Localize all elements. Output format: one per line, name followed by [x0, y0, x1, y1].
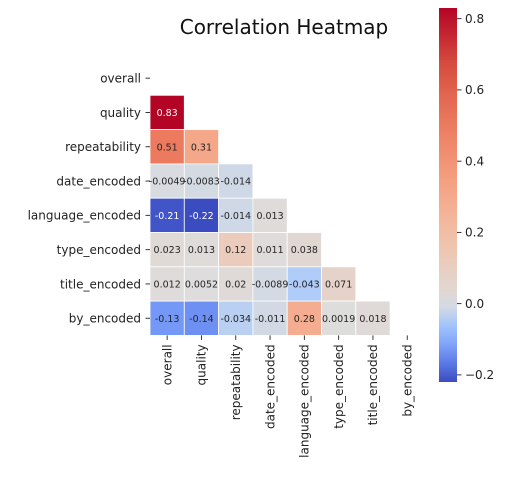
y-tick-label-type-encoded: type_encoded [57, 243, 141, 257]
colorbar-tick-label: 0.8 [465, 12, 484, 26]
heatmap-cell-title-encoded-type-encoded [321, 266, 357, 302]
cell-value-label: -0.21 [155, 211, 180, 222]
heatmap-cell-title-encoded-quality [183, 266, 220, 302]
heatmap-cell-by-encoded-overall [149, 300, 185, 336]
cell-value-label: 0.83 [157, 108, 178, 119]
heatmap-cell-labels: 0.830.51 0.31-0.0049-0.0083 -0.014-0.21 -0.… [149, 108, 387, 325]
heatmap-cell-language-encoded-quality [183, 197, 220, 233]
cell-value-label: 0.011 [256, 245, 283, 256]
x-tick-label-title-encoded: title_encoded [366, 344, 380, 425]
cell-value-label: 0.013 [188, 245, 215, 256]
y-tick-label-quality: quality [100, 106, 141, 120]
heatmap-cell-type-encoded-date-encoded [252, 232, 288, 268]
cell-value-label: 0.02 [225, 279, 246, 290]
heatmap-cell-title-encoded-repeatability [218, 266, 254, 302]
cell-value-label: 0.0052 [185, 279, 218, 290]
cell-value-label: -0.0089 [252, 279, 289, 290]
x-axis-tick-labels: overall quality repeatability date_encoded l… [160, 335, 415, 458]
x-tick-label-repeatability: repeatability [229, 344, 243, 420]
x-tick-label-by-encoded: by_encoded [401, 344, 415, 416]
chart-title: Correlation Heatmap [180, 15, 389, 39]
x-tick-label-quality: quality [195, 344, 209, 385]
heatmap-cell-title-encoded-date-encoded [252, 266, 288, 302]
cell-value-label: 0.12 [225, 245, 246, 256]
cell-value-label: 0.013 [256, 211, 283, 222]
y-tick-label-language-encoded: language_encoded [28, 209, 141, 223]
y-tick-label-title-encoded: title_encoded [60, 277, 141, 291]
colorbar-tick-label: 0.4 [465, 154, 484, 168]
cell-value-label: -0.043 [289, 279, 320, 290]
y-axis-tick-labels: overall quality repeatability date_encodedl… [28, 71, 150, 326]
heatmap-cell-quality-overall [149, 94, 185, 131]
cell-value-label: -0.0049 [149, 177, 186, 188]
cell-value-label: 0.071 [325, 279, 352, 290]
colorbar-tick-label: 0.0 [465, 297, 484, 311]
x-tick-label-date-encoded: date_encoded [263, 344, 277, 429]
heatmap-cell-language-encoded-date-encoded [252, 197, 288, 233]
cell-value-label: 0.31 [191, 142, 212, 153]
cell-value-label: 0.023 [154, 245, 181, 256]
y-tick-label-by-encoded: by_encoded [69, 312, 141, 326]
heatmap-cells [149, 94, 391, 336]
x-tick-label-overall: overall [160, 344, 174, 385]
cell-value-label: -0.011 [255, 314, 286, 325]
x-tick-label-language-encoded: language_encoded [298, 344, 312, 457]
heatmap-cell-by-encoded-quality [183, 300, 220, 336]
heatmap-cell-by-encoded-title-encoded [355, 300, 391, 336]
cell-value-label: 0.0019 [322, 314, 355, 325]
cell-value-label: 0.018 [359, 314, 386, 325]
y-tick-label-repeatability: repeatability [65, 140, 141, 154]
x-tick-label-type-encoded: type_encoded [332, 344, 346, 428]
cell-value-label: -0.014 [220, 211, 251, 222]
y-tick-label-date-encoded: date_encoded [56, 174, 141, 188]
cell-value-label: -0.13 [155, 314, 180, 325]
cell-value-label: -0.034 [220, 314, 251, 325]
colorbar-tick-label: 0.6 [465, 83, 484, 97]
heatmap-cell-type-encoded-quality [183, 232, 220, 268]
cell-value-label: -0.0083 [183, 177, 220, 188]
cell-value-label: -0.14 [189, 314, 214, 325]
heatmap-cell-repeatability-overall [149, 129, 185, 165]
cell-value-label: 0.28 [294, 314, 315, 325]
heatmap-cell-by-encoded-type-encoded [321, 300, 357, 336]
colorbar-tick-label: 0.2 [465, 226, 484, 240]
colorbar: −0.2 0.0 0.2 0.4 0.6 0.8 [439, 8, 494, 382]
colorbar-tick-label: −0.2 [465, 368, 494, 382]
cell-value-label: -0.22 [189, 211, 214, 222]
heatmap-cell-date-encoded-repeatability [218, 163, 254, 199]
heatmap-cell-title-encoded-language-encoded [286, 266, 322, 302]
cell-value-label: -0.014 [220, 177, 251, 188]
y-tick-label-overall: overall [100, 71, 141, 85]
cell-value-label: 0.012 [154, 279, 181, 290]
cell-value-label: 0.038 [291, 245, 318, 256]
colorbar-gradient [439, 8, 457, 382]
cell-value-label: 0.51 [157, 142, 178, 153]
